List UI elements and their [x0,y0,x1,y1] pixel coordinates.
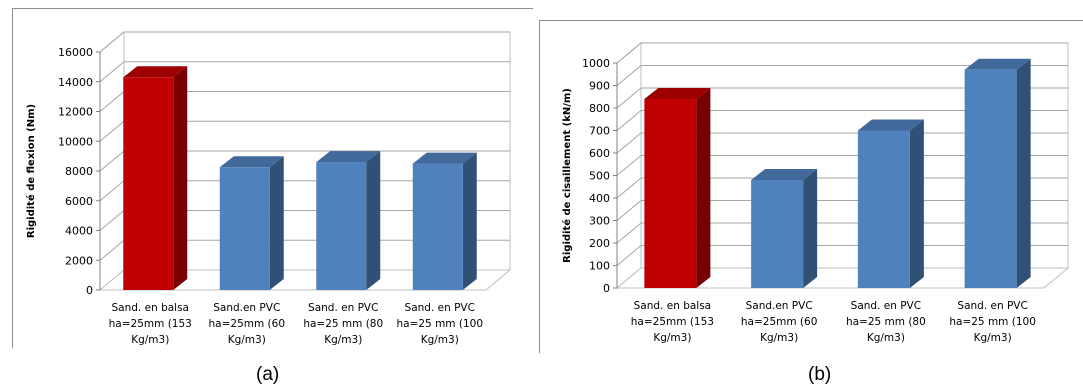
y-tick-label: 14000 [58,76,93,89]
x-category-label: Kg/m3) [324,334,362,346]
gridline [99,31,510,53]
gridline [616,200,1068,221]
x-category-label: Kg/m3) [867,332,905,344]
bar [964,69,1017,288]
bar [316,162,367,290]
chart-panel-a: 0 2000 4000 6000 8000 10000 12000 14000 16000 Rig… [0,0,535,355]
x-category-label: ha=25 mm (80 [846,316,926,328]
x-category-label: Kg/m3) [421,334,459,346]
x-category-label: Sand. en balsa [634,300,711,312]
bar [857,130,910,288]
panel-b-left-border [539,20,540,353]
x-category-label: ha=25 mm (80 [303,318,383,330]
y-tick-label: 0 [603,282,610,295]
y-tick-label: 4000 [65,225,93,238]
bar-side [909,119,924,288]
x-category-label: ha=25mm (60 [741,316,818,328]
x-category-label: ha=25 mm (100 [396,318,483,330]
gridline [616,87,1068,109]
bar [644,99,697,288]
x-category-label: ha=25mm (153 [109,318,192,330]
gridline [616,42,1068,64]
y-tick-label: 500 [589,170,610,183]
gridline [616,222,1068,244]
panel-a-top-border [12,8,533,9]
bar-top [412,152,477,164]
x-category-label: Sand. en PVC [851,300,921,312]
gridline [616,110,1068,131]
bar-side [696,88,711,288]
y-tick-label: 1000 [582,57,610,70]
y-tick-label: 600 [589,147,610,160]
gridline [616,132,1068,154]
y-tick-label: 300 [589,215,610,228]
bar-top [964,58,1031,70]
x-category-label: Kg/m3) [131,334,169,346]
y-tick-label: 16000 [58,46,93,59]
bar-side [269,156,284,290]
x-category-label: ha=25 mm (100 [949,316,1036,328]
y-tick-label: 100 [589,260,610,273]
x-category-label: Sand. en PVC [405,302,475,314]
bar [219,167,270,290]
y-tick-label: 10000 [58,135,93,148]
bar-top [316,151,381,163]
bar [412,163,463,290]
x-category-label: Kg/m3) [228,334,266,346]
gridline [616,177,1068,199]
bar-side [1016,58,1031,288]
x-category-label: Sand.en PVC [746,300,813,312]
caption-a: (a) [256,364,280,385]
gridline [616,245,1068,266]
bar-top [751,169,818,180]
chart-panel-b: 0 100 200 300 400 500 600 700 800 900 1000 Rigidité… [537,0,1083,355]
x-category-label: Kg/m3) [653,332,691,344]
x-category-label: Kg/m3) [974,332,1012,344]
y-axis-label: Rigidité de cisaillement (kN/m) [561,88,573,263]
bar-top [857,119,924,131]
y-tick-label: 700 [589,125,610,138]
y-tick-label: 0 [86,284,93,297]
bar-top [219,156,284,168]
bar-side [173,66,188,290]
panel-b-top-border [539,20,1083,21]
bar-side [803,169,818,288]
gridline [99,61,510,83]
y-tick-label: 6000 [65,195,93,208]
x-category-label: ha=25mm (153 [631,316,714,328]
x-category-label: ha=25mm (60 [209,318,286,330]
bar-top [123,66,188,78]
y-tick-label: 900 [589,80,610,93]
y-tick-label: 2000 [65,254,93,267]
gridline [616,65,1068,86]
x-category-label: Kg/m3) [760,332,798,344]
y-tick-label: 8000 [65,165,93,178]
bar [123,77,174,290]
bar [751,180,804,288]
caption-b: (b) [808,364,832,385]
gridline [616,155,1068,176]
x-category-label: Sand. en PVC [957,300,1027,312]
chart-b-svg: 0 100 200 300 400 500 600 700 800 900 1000 Rigidité… [561,41,1070,344]
bar-side [366,151,381,290]
y-axis-label: Rigidité de flexion (Nm) [25,104,37,238]
x-category-label: Sand.en PVC [213,302,280,314]
y-tick-label: 12000 [58,106,93,119]
x-category-label: Sand. en balsa [112,302,189,314]
chart-a-svg: 0 2000 4000 6000 8000 10000 12000 14000 16000 Rig… [25,30,512,346]
panel-a-left-border [12,8,13,348]
y-tick-label: 200 [589,237,610,250]
bar-side [462,152,477,290]
y-tick-label: 400 [589,192,610,205]
x-category-label: Sand. en PVC [308,302,378,314]
bar-top [644,88,711,99]
y-tick-label: 800 [589,102,610,115]
